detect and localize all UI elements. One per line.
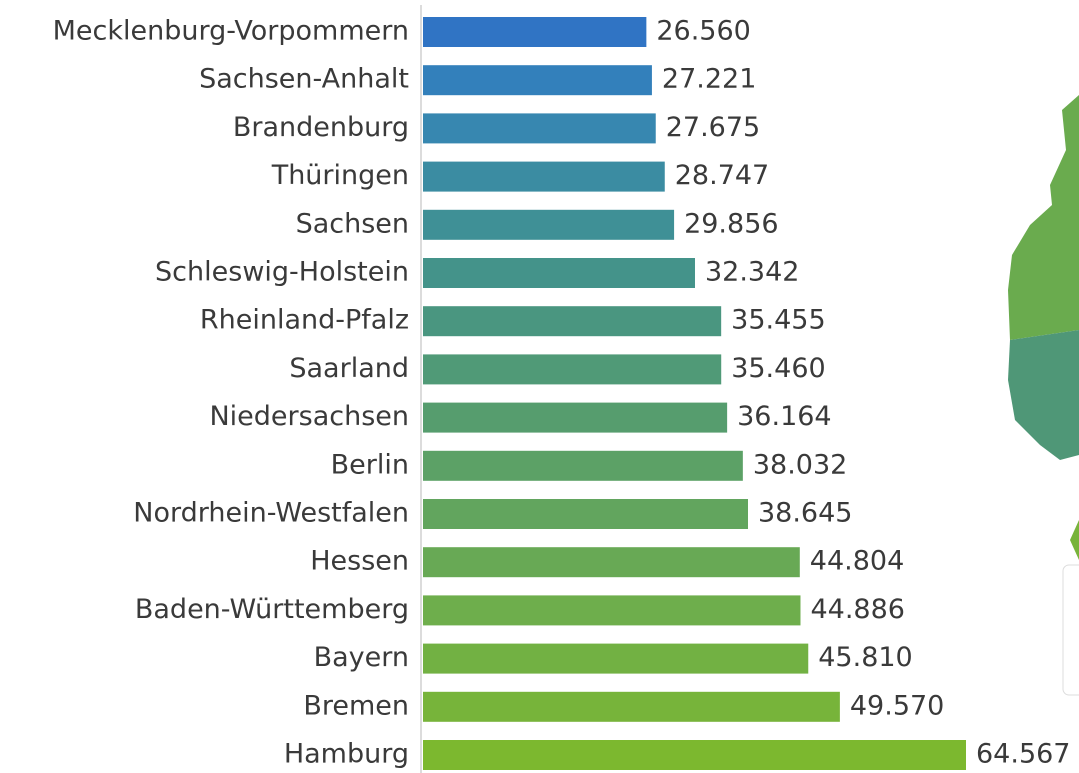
bar — [423, 258, 695, 288]
category-label: Niedersachsen — [209, 401, 409, 432]
map-fragment — [1008, 95, 1079, 696]
bar — [423, 17, 647, 47]
bar — [423, 402, 728, 433]
value-label: 44.804 — [810, 546, 904, 577]
bar — [423, 113, 656, 144]
value-label: 38.645 — [758, 498, 852, 529]
value-label: 64.567 — [976, 739, 1070, 770]
value-label: 35.455 — [731, 305, 825, 336]
value-label: 27.675 — [666, 112, 760, 143]
bar — [423, 499, 748, 529]
value-label: 28.747 — [675, 160, 769, 191]
bar — [423, 450, 743, 481]
value-label: 36.164 — [737, 401, 831, 432]
category-label: Brandenburg — [233, 112, 409, 143]
bar — [423, 691, 840, 722]
category-label: Hamburg — [284, 739, 409, 770]
category-label: Rheinland-Pfalz — [200, 305, 409, 336]
category-label: Schleswig-Holstein — [155, 257, 409, 288]
bar — [423, 354, 722, 385]
category-label: Sachsen-Anhalt — [199, 64, 409, 95]
category-label: Mecklenburg-Vorpommern — [53, 16, 409, 47]
value-label: 26.560 — [656, 16, 750, 47]
value-label: 49.570 — [850, 690, 944, 721]
category-label: Saarland — [289, 353, 409, 384]
category-label: Berlin — [331, 449, 409, 480]
value-label: 35.460 — [731, 353, 825, 384]
bar — [423, 595, 801, 626]
value-label: 38.032 — [753, 449, 847, 480]
category-label: Sachsen — [296, 208, 409, 239]
bar — [423, 306, 722, 337]
bar — [423, 209, 675, 240]
category-label: Thüringen — [271, 160, 409, 191]
value-label: 27.221 — [662, 64, 756, 95]
bar — [423, 65, 652, 96]
bar — [423, 740, 966, 770]
bar — [423, 161, 665, 192]
value-label: 44.886 — [810, 594, 904, 625]
value-label: 29.856 — [684, 208, 778, 239]
bar — [423, 547, 800, 578]
category-label: Bremen — [303, 690, 409, 721]
category-label: Bayern — [314, 642, 409, 673]
category-label: Hessen — [310, 546, 409, 577]
bar — [423, 643, 809, 674]
value-label: 45.810 — [818, 642, 912, 673]
value-label: 32.342 — [705, 257, 799, 288]
category-label: Baden-Württemberg — [135, 594, 409, 625]
category-label: Nordrhein-Westfalen — [133, 498, 409, 529]
